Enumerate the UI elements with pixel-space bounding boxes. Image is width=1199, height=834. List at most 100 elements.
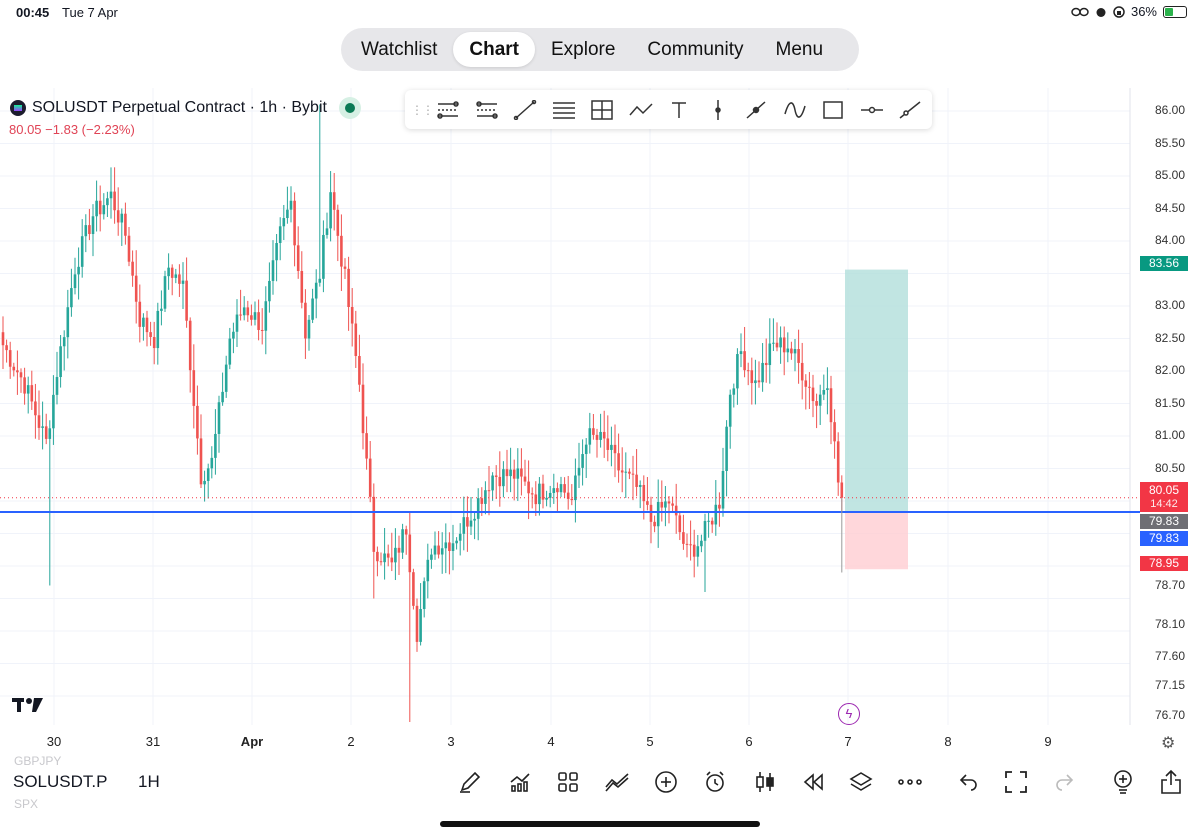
trend-line-icon[interactable] bbox=[506, 94, 545, 126]
candles-icon[interactable] bbox=[750, 768, 780, 796]
candle bbox=[646, 477, 649, 511]
candle bbox=[631, 455, 635, 501]
undo-icon[interactable] bbox=[952, 768, 982, 796]
path-icon[interactable] bbox=[622, 94, 661, 126]
current-price-tag: 80.05 14:42 bbox=[1140, 482, 1188, 512]
horizontal-lines-icon[interactable] bbox=[545, 94, 584, 126]
candle-body bbox=[833, 422, 836, 442]
candle bbox=[260, 308, 264, 345]
chart-settings-icon[interactable]: ⚙ bbox=[1161, 735, 1176, 752]
candle bbox=[548, 485, 552, 508]
text-icon[interactable] bbox=[660, 94, 699, 126]
candle bbox=[761, 343, 764, 392]
battery-icon bbox=[1163, 5, 1187, 18]
crosshair-box-icon[interactable] bbox=[583, 94, 622, 126]
vertical-line-icon[interactable] bbox=[699, 94, 738, 126]
candle bbox=[466, 496, 469, 552]
candle-body bbox=[721, 470, 725, 509]
fullscreen-icon[interactable] bbox=[1001, 768, 1031, 796]
symbol-header[interactable]: SOLUSDT Perpetual Contract · 1h · Bybit bbox=[10, 97, 361, 119]
layouts-icon[interactable] bbox=[553, 768, 583, 796]
candle-body bbox=[498, 476, 502, 487]
candle-body bbox=[394, 547, 397, 563]
candle-body bbox=[584, 444, 588, 455]
candle-body bbox=[278, 226, 282, 243]
candle-body bbox=[77, 266, 80, 275]
candle-body bbox=[466, 517, 469, 527]
candle-body bbox=[178, 274, 181, 284]
ray-icon[interactable] bbox=[891, 94, 930, 126]
rectangle-icon[interactable] bbox=[814, 94, 853, 126]
layers-icon[interactable] bbox=[846, 768, 876, 796]
candle-body bbox=[545, 497, 548, 500]
candle-body bbox=[1, 332, 5, 346]
candle-body bbox=[559, 484, 563, 493]
candle bbox=[649, 496, 653, 544]
candle bbox=[430, 548, 433, 569]
tradingview-logo-icon[interactable] bbox=[12, 696, 44, 714]
candle-body bbox=[354, 323, 358, 357]
candle bbox=[502, 461, 505, 498]
compare-icon[interactable] bbox=[602, 768, 632, 796]
stop-zone[interactable] bbox=[845, 512, 908, 570]
candle bbox=[296, 226, 300, 279]
candle-body bbox=[685, 543, 689, 545]
ideas-icon[interactable] bbox=[1108, 768, 1138, 796]
drag-handle-icon[interactable]: ⋮⋮ bbox=[411, 102, 434, 117]
add-icon[interactable] bbox=[651, 768, 681, 796]
candle-body bbox=[347, 268, 350, 307]
candle-body bbox=[358, 356, 361, 385]
tab-chart[interactable]: Chart bbox=[453, 32, 535, 67]
tab-explore[interactable]: Explore bbox=[551, 39, 616, 60]
candle-body bbox=[520, 468, 523, 477]
candle-body bbox=[203, 480, 206, 485]
candle-body bbox=[66, 307, 70, 338]
price-chart[interactable] bbox=[0, 88, 1199, 728]
candle bbox=[577, 442, 581, 488]
horizontal-ray-icon[interactable] bbox=[853, 94, 892, 126]
candle-body bbox=[509, 469, 512, 477]
candle bbox=[628, 468, 631, 480]
stop-price-tag: 78.95 bbox=[1140, 556, 1188, 571]
target-zone[interactable] bbox=[845, 269, 908, 513]
candle-body bbox=[174, 274, 178, 278]
tab-menu[interactable]: Menu bbox=[775, 39, 824, 60]
candle bbox=[581, 439, 584, 486]
candle bbox=[304, 289, 307, 359]
candle bbox=[293, 192, 296, 267]
tab-community[interactable]: Community bbox=[647, 39, 744, 60]
candle bbox=[570, 484, 574, 506]
tab-watchlist[interactable]: Watchlist bbox=[361, 39, 438, 60]
candle bbox=[563, 477, 566, 499]
draw-icon[interactable] bbox=[455, 768, 485, 796]
share-icon[interactable] bbox=[1156, 768, 1186, 796]
indicators-icon[interactable] bbox=[505, 768, 535, 796]
fib-retracement-icon[interactable] bbox=[429, 94, 468, 126]
arrow-marker-icon[interactable] bbox=[737, 94, 776, 126]
candle bbox=[196, 385, 199, 455]
candle-body bbox=[743, 351, 746, 371]
replay-icon[interactable] bbox=[798, 768, 828, 796]
candle-body bbox=[383, 553, 386, 563]
lightning-icon[interactable]: ϟ bbox=[838, 703, 860, 725]
time-axis-label: 3 bbox=[447, 734, 455, 749]
curve-icon[interactable] bbox=[776, 94, 815, 126]
candle bbox=[491, 472, 494, 501]
candle-body bbox=[260, 329, 264, 331]
symbol-selector[interactable]: SOLUSDT.P bbox=[13, 772, 108, 791]
candle-body bbox=[336, 209, 340, 236]
candle bbox=[750, 357, 754, 405]
candle-body bbox=[318, 278, 322, 283]
candle-body bbox=[235, 314, 239, 332]
alert-icon[interactable] bbox=[700, 768, 730, 796]
candle bbox=[235, 299, 239, 348]
candle-body bbox=[700, 540, 703, 547]
parallel-channel-icon[interactable] bbox=[468, 94, 507, 126]
candle bbox=[584, 438, 588, 478]
redo-icon[interactable] bbox=[1051, 768, 1081, 796]
candle-body bbox=[620, 470, 624, 473]
more-icon[interactable] bbox=[895, 768, 925, 796]
entry-price-tag-blue: 79.83 bbox=[1140, 531, 1188, 546]
timeframe-selector[interactable]: 1H bbox=[138, 772, 160, 791]
candle bbox=[408, 511, 412, 722]
